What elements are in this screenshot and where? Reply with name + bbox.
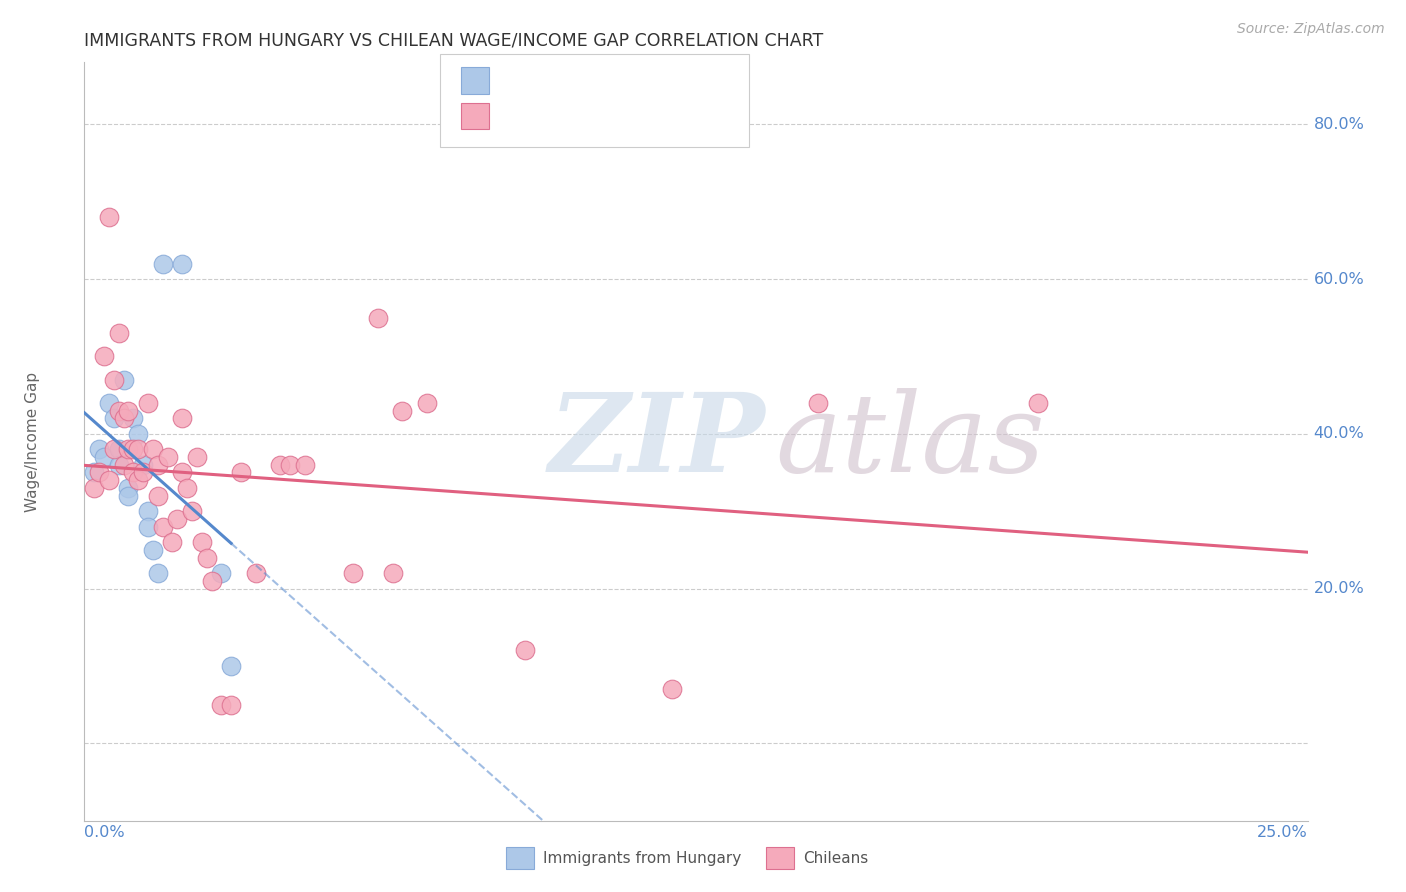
Point (176, 481, 198, 495)
Point (146, 458, 169, 472)
Point (152, 257, 174, 271)
Text: R =: R = (496, 71, 533, 89)
Point (93, 450, 115, 464)
Point (97, 210, 120, 224)
Point (1028, 396, 1050, 410)
Text: 50: 50 (651, 107, 673, 125)
Point (136, 519, 159, 533)
Point (661, 682, 683, 697)
Point (381, 566, 404, 580)
Point (136, 504, 159, 518)
Point (83, 481, 105, 495)
Point (103, 411, 125, 425)
Point (122, 466, 145, 480)
Point (191, 535, 214, 549)
Point (117, 481, 139, 495)
Text: 40.0%: 40.0% (1313, 426, 1364, 442)
Text: 20.0%: 20.0% (1313, 581, 1364, 596)
Point (103, 442, 125, 457)
Point (513, 643, 536, 657)
Point (391, 403, 413, 417)
Point (195, 550, 218, 565)
Point (132, 458, 155, 472)
Point (87, 442, 110, 457)
Point (107, 458, 129, 472)
Point (117, 403, 139, 417)
Point (172, 257, 194, 271)
Text: 25.0%: 25.0% (1257, 824, 1308, 839)
Point (200, 574, 222, 588)
Text: IMMIGRANTS FROM HUNGARY VS CHILEAN WAGE/INCOME GAP CORRELATION CHART: IMMIGRANTS FROM HUNGARY VS CHILEAN WAGE/… (84, 32, 824, 50)
Point (117, 442, 139, 457)
Text: Source: ZipAtlas.com: Source: ZipAtlas.com (1237, 22, 1385, 37)
Point (186, 450, 208, 464)
Point (342, 566, 364, 580)
Point (219, 659, 242, 673)
Point (127, 473, 149, 487)
Text: Chileans: Chileans (803, 851, 868, 865)
Text: Wage/Income Gap: Wage/Income Gap (25, 371, 41, 512)
Point (278, 458, 301, 472)
Point (83, 466, 105, 480)
Text: 60.0%: 60.0% (1313, 271, 1364, 286)
Point (152, 519, 174, 533)
Point (127, 426, 149, 441)
Point (127, 442, 149, 457)
Text: N =: N = (612, 71, 648, 89)
Point (162, 535, 184, 549)
Point (107, 326, 129, 341)
Point (87, 466, 110, 480)
Point (209, 566, 232, 580)
Text: atlas: atlas (776, 388, 1045, 495)
Text: 0.141: 0.141 (536, 107, 600, 125)
Text: R =: R = (496, 107, 533, 125)
Point (367, 310, 389, 325)
Point (142, 442, 165, 457)
Point (181, 504, 204, 518)
Text: 0.0%: 0.0% (84, 824, 125, 839)
Point (146, 489, 169, 503)
Point (172, 466, 194, 480)
Point (166, 512, 188, 526)
Point (136, 396, 159, 410)
Point (112, 411, 135, 425)
Point (107, 442, 129, 457)
Point (229, 466, 252, 480)
Point (142, 542, 165, 557)
Point (132, 466, 155, 480)
Point (146, 566, 169, 580)
Point (294, 458, 316, 472)
Point (103, 373, 125, 387)
Text: Immigrants from Hungary: Immigrants from Hungary (543, 851, 741, 865)
Text: 80.0%: 80.0% (1313, 117, 1365, 132)
Point (245, 566, 267, 580)
Point (107, 403, 129, 417)
Point (117, 489, 139, 503)
Point (93, 350, 115, 364)
Text: 21: 21 (651, 71, 673, 89)
Point (112, 373, 135, 387)
Point (416, 396, 439, 410)
Point (172, 411, 194, 425)
Point (97, 473, 120, 487)
Point (97, 396, 120, 410)
Point (219, 698, 242, 712)
Point (122, 411, 145, 425)
Point (156, 450, 179, 464)
Text: ZIP: ZIP (550, 388, 766, 495)
Point (269, 458, 291, 472)
Text: -0.290: -0.290 (536, 71, 595, 89)
Point (122, 442, 145, 457)
Point (807, 396, 830, 410)
Text: N =: N = (612, 107, 648, 125)
Point (209, 698, 232, 712)
Point (112, 458, 135, 472)
